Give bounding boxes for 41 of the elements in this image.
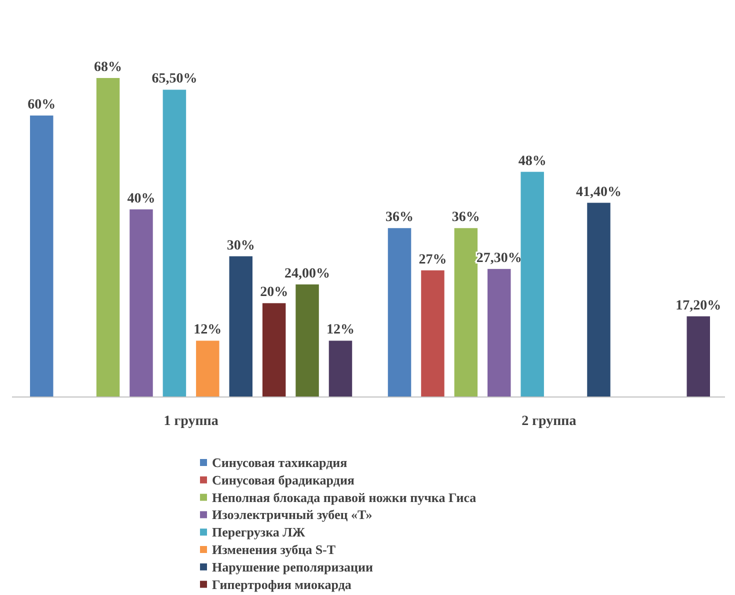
bar xyxy=(196,340,220,397)
legend-label: Изоэлектричный зубец «Т» xyxy=(212,507,372,522)
bar xyxy=(520,172,544,397)
bar xyxy=(262,303,286,397)
data-label: 36% xyxy=(386,210,414,226)
data-label: 41,40% xyxy=(576,184,622,200)
legend-label: Нарушение реполяризации xyxy=(212,559,374,574)
data-label: 68% xyxy=(94,60,122,75)
legend-label: Гипертрофия миокарда xyxy=(212,576,352,592)
bar xyxy=(488,268,511,397)
bar xyxy=(30,116,54,397)
data-label: 65,50% xyxy=(152,72,198,87)
legend-label: Синусовая тахикардия xyxy=(212,455,348,470)
data-label: 60% xyxy=(28,98,56,113)
legend-label: Неполная блокада правой ножки пучка Гиса xyxy=(212,490,477,505)
x-tick-label: 2 группа xyxy=(522,414,576,429)
bar xyxy=(328,340,352,397)
data-label: 17,20% xyxy=(676,298,722,314)
legend-label: Синусовая брадикардия xyxy=(212,472,354,488)
data-label: 24,00% xyxy=(284,266,330,282)
bar xyxy=(587,202,610,397)
data-label: 20% xyxy=(260,285,288,300)
data-label: 40% xyxy=(127,191,156,206)
bar xyxy=(388,228,412,397)
data-label: 30% xyxy=(226,238,255,254)
legend-label: Перегрузка ЛЖ xyxy=(212,524,306,540)
bar xyxy=(421,270,444,397)
legend-label: Изменения зубца S-T xyxy=(212,542,336,557)
data-label: 36% xyxy=(452,210,480,226)
bar xyxy=(229,256,252,397)
bar xyxy=(162,90,186,397)
data-label: 12% xyxy=(326,322,354,338)
data-label: 27% xyxy=(418,252,447,268)
bar xyxy=(130,209,153,397)
bar xyxy=(686,316,710,397)
x-tick-label: 1 группа xyxy=(164,414,218,429)
bar xyxy=(296,284,319,397)
bar xyxy=(96,78,120,397)
bar xyxy=(454,228,478,397)
data-label: 48% xyxy=(518,154,546,169)
data-label: 12% xyxy=(194,322,222,338)
